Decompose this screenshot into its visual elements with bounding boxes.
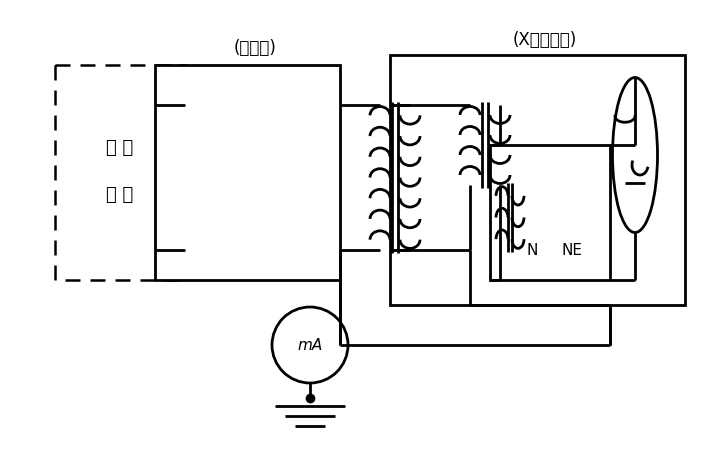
Text: 표 준: 표 준 <box>107 139 133 157</box>
Text: mA: mA <box>297 337 322 352</box>
Text: (X선발생부): (X선발생부) <box>513 31 577 49</box>
Text: (제어부): (제어부) <box>234 39 276 57</box>
Bar <box>390 55 685 305</box>
Circle shape <box>272 307 348 383</box>
Bar <box>490 145 610 280</box>
Text: N: N <box>526 243 538 258</box>
Ellipse shape <box>613 78 658 233</box>
Bar <box>55 65 185 280</box>
Text: NE: NE <box>561 243 582 258</box>
Text: 전 원: 전 원 <box>107 186 133 204</box>
Bar <box>155 65 340 280</box>
